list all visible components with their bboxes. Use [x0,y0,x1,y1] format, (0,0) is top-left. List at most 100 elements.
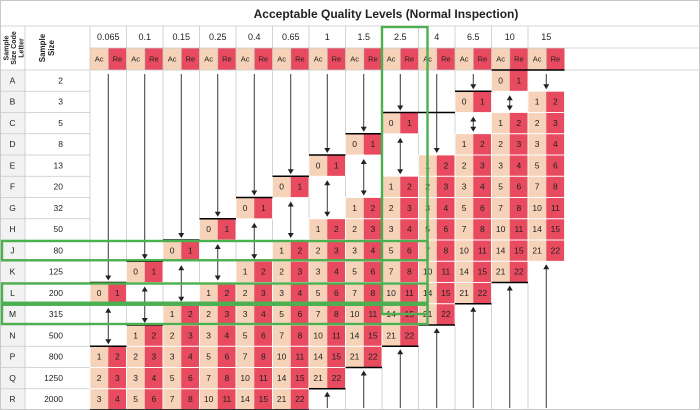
ac-cell [455,133,474,155]
re-header-label: Re [551,54,561,63]
ac-header-cell [126,48,145,70]
re-value: 22 [405,330,415,340]
ac-value: 0 [206,224,211,234]
ac-cell [163,367,182,389]
re-cell [290,176,309,198]
ac-cell [163,346,182,368]
sample-size: 80 [54,245,64,255]
ac-header-label: Ac [350,54,359,63]
re-value: 8 [407,267,412,277]
ac-cell [345,218,364,240]
ac-cell [272,346,291,368]
re-value: 2 [115,352,120,362]
re-cell [363,282,382,304]
ac-value: 0 [170,245,175,255]
code-letter: G [9,203,16,213]
ac-value: 21 [459,288,469,298]
re-value: 1 [298,182,303,192]
ac-cell [236,388,255,410]
ac-value: 1 [97,352,102,362]
re-value: 11 [478,245,487,255]
up-arrow-head [324,180,331,186]
ac-cell [345,197,364,219]
re-value: 22 [295,394,305,404]
re-cell [509,176,528,198]
ac-value: 5 [352,267,357,277]
ac-value: 7 [389,267,394,277]
up-arrow-head [287,201,294,207]
re-cell [144,325,163,347]
re-header-label: Re [259,54,269,63]
re-cell [473,218,492,240]
re-cell [546,176,565,198]
ac-value: 0 [279,182,284,192]
ac-cell [309,282,328,304]
ac-cell [382,325,401,347]
ac-value: 1 [498,118,503,128]
re-cell [144,388,163,410]
re-cell [509,261,528,283]
re-cell [217,346,236,368]
ac-value: 0 [316,160,321,170]
title-band [0,0,700,26]
cell-border [527,239,565,262]
ac-cell [528,240,547,262]
ac-header-label: Ac [314,54,323,63]
ac-value: 1 [279,245,284,255]
re-value: 6 [261,330,266,340]
ac-cell [345,303,364,325]
re-cell [546,133,565,155]
re-value: 3 [115,373,120,383]
ac-cell [309,218,328,240]
re-cell [181,346,200,368]
ac-cell [272,282,291,304]
aql-level-label: 0.1 [138,32,151,42]
re-value: 22 [514,267,524,277]
re-value: 22 [441,309,451,319]
re-header-cell [509,48,528,70]
re-header-label: Re [441,54,451,63]
ac-cell [199,218,218,240]
ac-cell [491,176,510,198]
re-value: 3 [444,182,449,192]
re-cell [327,325,346,347]
ac-cell [528,133,547,155]
re-value: 6 [517,182,522,192]
re-value: 1 [517,75,522,85]
re-value: 8 [298,330,303,340]
re-cell [254,303,273,325]
re-value: 1 [188,245,193,255]
ac-value: 14 [277,373,287,383]
re-cell [436,176,455,198]
up-arrow-head [360,159,367,164]
ac-cell [528,197,547,219]
re-cell [290,303,309,325]
ac-header-label: Ac [204,54,213,63]
re-cell [108,367,127,389]
re-cell [254,367,273,389]
ac-value: 3 [133,373,138,383]
re-value: 6 [188,373,193,383]
re-cell [436,155,455,177]
ac-value: 5 [170,373,175,383]
ac-cell [272,388,291,410]
re-value: 15 [295,373,305,383]
ac-cell [382,282,401,304]
re-value: 2 [517,118,522,128]
re-cell [473,261,492,283]
letter-cell-bg [0,70,25,92]
highlight-row-j [0,239,429,262]
code-letter: F [10,182,15,192]
ac-value: 3 [462,182,467,192]
ac-cell [528,218,547,240]
ac-cell [455,91,474,113]
aql-level-label: 15 [541,32,551,42]
re-cell [363,240,382,262]
re-cell [363,197,382,219]
ac-cell [309,240,328,262]
ac-value: 1 [389,182,394,192]
re-cell [400,176,419,198]
re-header-label: Re [222,54,232,63]
ac-cell [491,155,510,177]
